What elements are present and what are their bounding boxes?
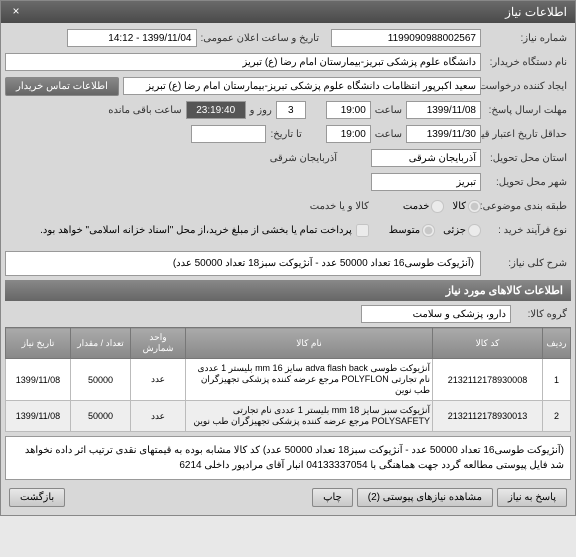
- group-field: دارو، پزشکی و سلامت: [361, 305, 511, 323]
- back-button[interactable]: بازگشت: [9, 488, 65, 507]
- table-cell: 50000: [71, 359, 131, 401]
- table-body: 12132112178930008آنژیوکت طوسی adva flash…: [6, 359, 571, 432]
- process-medium-radio[interactable]: متوسط: [389, 224, 435, 237]
- province-label: استان محل تحویل:: [481, 151, 571, 166]
- table-cell: 2132112178930008: [433, 359, 543, 401]
- province-field: آذربایجان شرقی: [371, 149, 481, 167]
- main-desc-box: (آنژیوکت طوسی16 تعداد 50000 عدد - آنژیوک…: [5, 251, 481, 276]
- announce-value: 1399/11/04 - 14:12: [67, 29, 197, 47]
- table-cell: 1399/11/08: [6, 359, 71, 401]
- delivery-to-field: [191, 125, 266, 143]
- attachments-button[interactable]: مشاهده نیازهای پیوستی (2): [357, 488, 493, 507]
- note-box: (آنژیوکت طوسی16 تعداد 50000 عدد - آنژیوک…: [5, 436, 571, 480]
- time-label-1: ساعت: [371, 103, 406, 118]
- table-cell: آنژیوکت طوسی adva flash back سایز mm 16 …: [186, 359, 433, 401]
- validity-date-field: 1399/11/30: [406, 125, 481, 143]
- goods-services-label: کالا و یا خدمت: [306, 199, 373, 214]
- contact-button[interactable]: اطلاعات تماس خریدار: [5, 77, 119, 96]
- table-header-row: ردیفکد کالانام کالاواحد شمارشتعداد / مقد…: [6, 328, 571, 359]
- payment-checkbox[interactable]: پرداخت تمام یا بخشی از مبلغ خرید،از محل …: [40, 224, 369, 237]
- print-button[interactable]: چاپ: [312, 488, 353, 507]
- delivery-to-label: تا تاریخ:: [266, 127, 305, 142]
- footer-buttons: پاسخ به نیاز مشاهده نیازهای پیوستی (2) چ…: [5, 484, 571, 511]
- request-info-window: اطلاعات نیاز × شماره نیاز: 1199090988002…: [0, 0, 576, 516]
- titlebar: اطلاعات نیاز ×: [1, 1, 575, 23]
- buyer-field: دانشگاه علوم پزشکی تبریز-بیمارستان امام …: [5, 53, 481, 71]
- buyer-label: نام دستگاه خریدار:: [481, 55, 571, 70]
- table-header-cell: ردیف: [543, 328, 571, 359]
- table-cell: آنژیوکت سبز سایز mm 18 بلیستر 1 عددی نام…: [186, 401, 433, 432]
- table-header-cell: تاریخ نیاز: [6, 328, 71, 359]
- days-and-label: روز و: [246, 103, 276, 118]
- creator-label: ایجاد کننده درخواست:: [481, 79, 571, 94]
- need-number-label: شماره نیاز:: [481, 31, 571, 46]
- budget-label: طبقه بندی موضوعی:: [481, 199, 571, 214]
- table-header-cell: واحد شمارش: [131, 328, 186, 359]
- table-cell: 1: [543, 359, 571, 401]
- group-label: گروه کالا:: [511, 307, 571, 322]
- table-cell: 1399/11/08: [6, 401, 71, 432]
- city-field: تبریز: [371, 173, 481, 191]
- window-title: اطلاعات نیاز: [505, 5, 567, 19]
- countdown-days: 3: [276, 101, 306, 119]
- process-radio-group: جزئی متوسط: [389, 224, 481, 237]
- time-label-2: ساعت: [371, 127, 406, 142]
- remaining-label: ساعت باقی مانده: [104, 103, 185, 118]
- city-mid-label: آذربایجان شرقی: [266, 151, 341, 166]
- process-low-radio[interactable]: جزئی: [443, 224, 481, 237]
- city-label: شهر محل تحویل:: [481, 175, 571, 190]
- announce-label: تاریخ و ساعت اعلان عمومی:: [197, 31, 324, 46]
- items-section-header: اطلاعات کالاهای مورد نیاز: [5, 280, 571, 301]
- table-row: 22132112178930013آنژیوکت سبز سایز mm 18 …: [6, 401, 571, 432]
- close-icon[interactable]: ×: [9, 5, 23, 19]
- category-radio-group: کالا خدمت: [403, 200, 481, 213]
- items-table: ردیفکد کالانام کالاواحد شمارشتعداد / مقد…: [5, 327, 571, 432]
- need-number-field: 1199090988002567: [331, 29, 481, 47]
- services-radio[interactable]: خدمت: [403, 200, 445, 213]
- reply-button[interactable]: پاسخ به نیاز: [497, 488, 567, 507]
- table-cell: عدد: [131, 359, 186, 401]
- send-time-field: 19:00: [326, 101, 371, 119]
- table-cell: 2: [543, 401, 571, 432]
- table-header-cell: تعداد / مقدار: [71, 328, 131, 359]
- table-cell: عدد: [131, 401, 186, 432]
- table-row: 12132112178930008آنژیوکت طوسی adva flash…: [6, 359, 571, 401]
- table-header-cell: نام کالا: [186, 328, 433, 359]
- validity-time-field: 19:00: [326, 125, 371, 143]
- content-area: شماره نیاز: 1199090988002567 تاریخ و ساع…: [1, 23, 575, 515]
- send-date-field: 1399/11/08: [406, 101, 481, 119]
- send-deadline-label: مهلت ارسال پاسخ:: [481, 103, 571, 118]
- countdown-time: 23:19:40: [186, 101, 246, 119]
- main-desc-label: شرح کلی نیاز:: [481, 256, 571, 271]
- table-cell: 50000: [71, 401, 131, 432]
- creator-field: سعید اکبرپور انتظامات دانشگاه علوم پزشکی…: [123, 77, 481, 95]
- table-cell: 2132112178930013: [433, 401, 543, 432]
- goods-radio[interactable]: کالا: [452, 200, 481, 213]
- validity-label: حداقل تاریخ اعتبار قیمت:: [481, 127, 571, 142]
- table-header-cell: کد کالا: [433, 328, 543, 359]
- process-type-label: نوع فرآیند خرید :: [481, 223, 571, 238]
